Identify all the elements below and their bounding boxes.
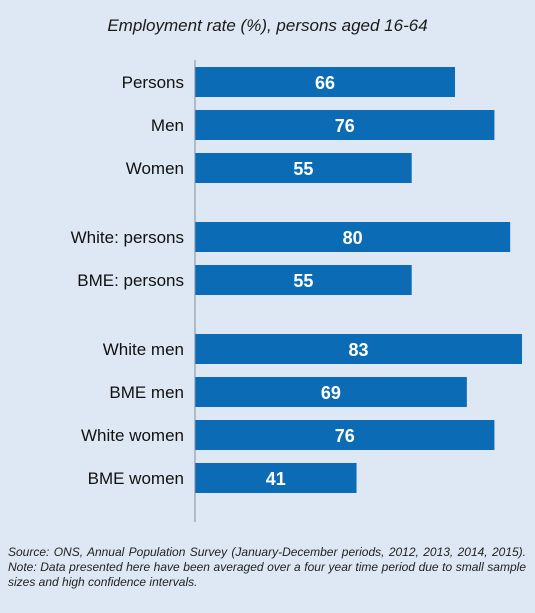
bar-row: Persons 66 [122,67,456,97]
value-label: 55 [293,159,313,179]
category-label: Persons [122,73,184,92]
category-label: White women [81,426,184,445]
category-label: Men [151,116,184,135]
bar [195,420,495,450]
category-label: BME men [109,383,184,402]
bar [195,377,467,407]
value-label: 80 [343,228,363,248]
bar [195,153,412,183]
bar-row: White men 83 [103,334,522,364]
category-label: BME: persons [77,271,184,290]
value-label: 76 [335,426,355,446]
category-label: Women [126,159,184,178]
bar-row: BME women 41 [88,463,357,493]
bar [195,110,495,140]
value-label: 41 [266,469,286,489]
category-label: White: persons [71,228,184,247]
bars-layer: Persons 66 Men 76 Women 55 White: persons 80 BME… [71,67,522,493]
value-label: 83 [348,340,368,360]
bar [195,222,511,252]
value-label: 66 [315,73,335,93]
bar [195,463,357,493]
chart-title: Employment rate (%), persons aged 16-64 [107,16,428,35]
bar-row: White: persons 80 [71,222,511,252]
value-label: 69 [321,383,341,403]
bar-row: BME men 69 [109,377,467,407]
value-label: 76 [335,116,355,136]
bar-row: Women 55 [126,153,412,183]
bar [195,334,522,364]
category-label: BME women [88,469,184,488]
source-note: Source: ONS, Annual Population Survey (J… [8,545,526,589]
bar-row: Men 76 [151,110,495,140]
category-label: White men [103,340,184,359]
bar-row: BME: persons 55 [77,265,412,295]
value-label: 55 [293,271,313,291]
bar [195,67,456,97]
bar-row: White women 76 [81,420,495,450]
bar [195,265,412,295]
